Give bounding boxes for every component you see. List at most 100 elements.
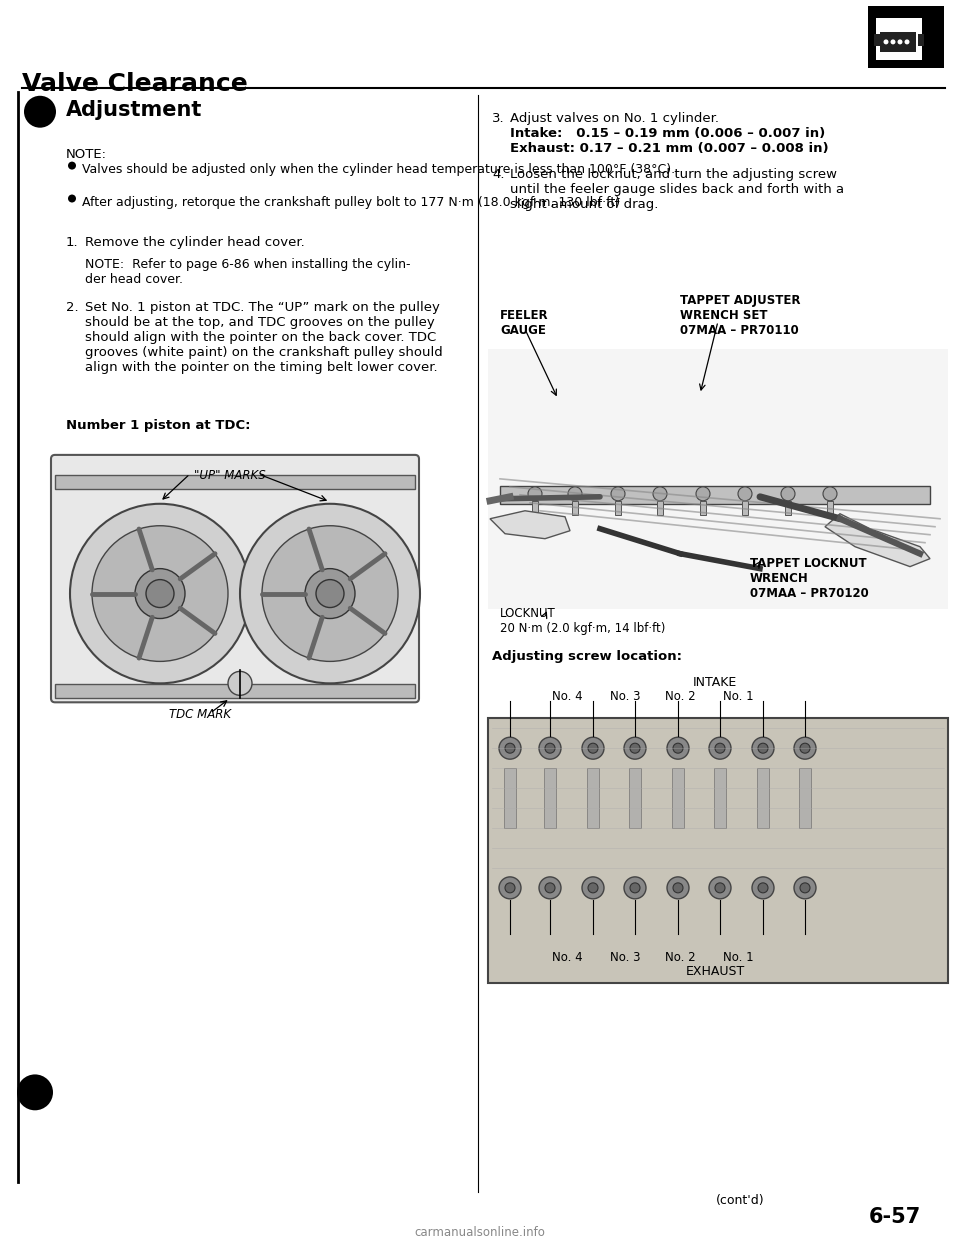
FancyBboxPatch shape (868, 6, 944, 68)
Text: (cont'd): (cont'd) (716, 1194, 764, 1207)
FancyBboxPatch shape (55, 474, 415, 489)
Polygon shape (490, 510, 570, 539)
Text: Valves should be adjusted only when the cylinder head temperature is less than 1: Valves should be adjusted only when the … (82, 163, 675, 175)
Circle shape (823, 487, 837, 501)
FancyBboxPatch shape (532, 501, 538, 514)
Text: NOTE:: NOTE: (66, 148, 107, 160)
Circle shape (715, 743, 725, 753)
Circle shape (146, 580, 174, 607)
Circle shape (568, 487, 582, 501)
Circle shape (588, 743, 598, 753)
Circle shape (794, 738, 816, 759)
Text: "UP" MARKS: "UP" MARKS (194, 469, 266, 482)
Text: No. 4: No. 4 (552, 691, 583, 703)
FancyBboxPatch shape (488, 349, 948, 609)
Circle shape (528, 487, 542, 501)
Text: TAPPET LOCKNUT
WRENCH
07MAA – PR70120: TAPPET LOCKNUT WRENCH 07MAA – PR70120 (750, 556, 869, 600)
Circle shape (545, 743, 555, 753)
Circle shape (505, 883, 515, 893)
Circle shape (17, 1074, 53, 1110)
FancyBboxPatch shape (657, 501, 663, 514)
Text: 4.: 4. (492, 168, 505, 180)
Text: No. 1: No. 1 (723, 950, 754, 964)
Text: Adjusting screw location:: Adjusting screw location: (492, 651, 682, 663)
FancyBboxPatch shape (488, 718, 948, 982)
FancyBboxPatch shape (500, 486, 930, 504)
FancyBboxPatch shape (785, 501, 791, 514)
FancyBboxPatch shape (55, 684, 415, 698)
Circle shape (738, 487, 752, 501)
Circle shape (653, 487, 667, 501)
Circle shape (539, 877, 561, 899)
Circle shape (24, 96, 56, 128)
Circle shape (582, 738, 604, 759)
Circle shape (68, 161, 76, 170)
Text: Adjustment: Adjustment (66, 99, 203, 119)
Text: FEELER
GAUGE: FEELER GAUGE (500, 309, 548, 338)
Text: Valve Clearance: Valve Clearance (22, 72, 248, 96)
Circle shape (667, 738, 689, 759)
FancyBboxPatch shape (700, 501, 706, 514)
Circle shape (630, 883, 640, 893)
Circle shape (630, 743, 640, 753)
FancyBboxPatch shape (572, 501, 578, 514)
Text: TDC MARK: TDC MARK (169, 708, 231, 722)
Text: 3.: 3. (492, 112, 505, 124)
Text: No. 1: No. 1 (723, 691, 754, 703)
FancyBboxPatch shape (504, 768, 516, 828)
Text: carmanualsonline.info: carmanualsonline.info (415, 1226, 545, 1240)
Text: Intake:   0.15 – 0.19 mm (0.006 – 0.007 in): Intake: 0.15 – 0.19 mm (0.006 – 0.007 in… (510, 127, 826, 139)
Circle shape (240, 504, 420, 683)
FancyBboxPatch shape (918, 34, 924, 46)
Circle shape (611, 487, 625, 501)
FancyBboxPatch shape (874, 34, 880, 46)
Circle shape (545, 883, 555, 893)
FancyBboxPatch shape (742, 501, 748, 514)
FancyBboxPatch shape (827, 501, 833, 514)
Circle shape (904, 40, 909, 45)
Text: 1.: 1. (66, 236, 79, 250)
Circle shape (752, 877, 774, 899)
Circle shape (883, 40, 889, 45)
Circle shape (709, 877, 731, 899)
Circle shape (135, 569, 185, 619)
FancyBboxPatch shape (714, 768, 726, 828)
Circle shape (68, 195, 76, 202)
Text: Number 1 piston at TDC:: Number 1 piston at TDC: (66, 419, 251, 432)
Circle shape (794, 877, 816, 899)
Circle shape (752, 738, 774, 759)
Circle shape (891, 40, 896, 45)
Circle shape (696, 487, 710, 501)
Text: LOCKNUT
20 N·m (2.0 kgf·m, 14 lbf·ft): LOCKNUT 20 N·m (2.0 kgf·m, 14 lbf·ft) (500, 606, 665, 635)
Circle shape (582, 877, 604, 899)
Text: INTAKE: INTAKE (693, 677, 737, 689)
Circle shape (588, 883, 598, 893)
Circle shape (758, 883, 768, 893)
Text: No. 3: No. 3 (610, 950, 640, 964)
Text: Exhaust: 0.17 – 0.21 mm (0.007 – 0.008 in): Exhaust: 0.17 – 0.21 mm (0.007 – 0.008 i… (510, 142, 828, 155)
Circle shape (499, 738, 521, 759)
Circle shape (624, 738, 646, 759)
Circle shape (624, 877, 646, 899)
Circle shape (70, 504, 250, 683)
Circle shape (898, 40, 902, 45)
Text: TAPPET ADJUSTER
WRENCH SET
07MAA – PR70110: TAPPET ADJUSTER WRENCH SET 07MAA – PR701… (680, 294, 801, 338)
FancyBboxPatch shape (876, 17, 922, 60)
Text: No. 3: No. 3 (610, 691, 640, 703)
Circle shape (539, 738, 561, 759)
Text: Adjust valves on No. 1 cylinder.: Adjust valves on No. 1 cylinder. (510, 112, 719, 124)
Circle shape (709, 738, 731, 759)
FancyBboxPatch shape (672, 768, 684, 828)
Circle shape (228, 672, 252, 696)
FancyBboxPatch shape (880, 32, 916, 52)
Circle shape (262, 525, 398, 662)
Text: No. 4: No. 4 (552, 950, 583, 964)
Circle shape (800, 743, 810, 753)
Text: Set No. 1 piston at TDC. The “UP” mark on the pulley
should be at the top, and T: Set No. 1 piston at TDC. The “UP” mark o… (85, 302, 443, 374)
Circle shape (499, 877, 521, 899)
Text: No. 2: No. 2 (664, 950, 695, 964)
Circle shape (92, 525, 228, 662)
FancyBboxPatch shape (587, 768, 599, 828)
Polygon shape (825, 514, 930, 566)
Text: 2.: 2. (66, 302, 79, 314)
